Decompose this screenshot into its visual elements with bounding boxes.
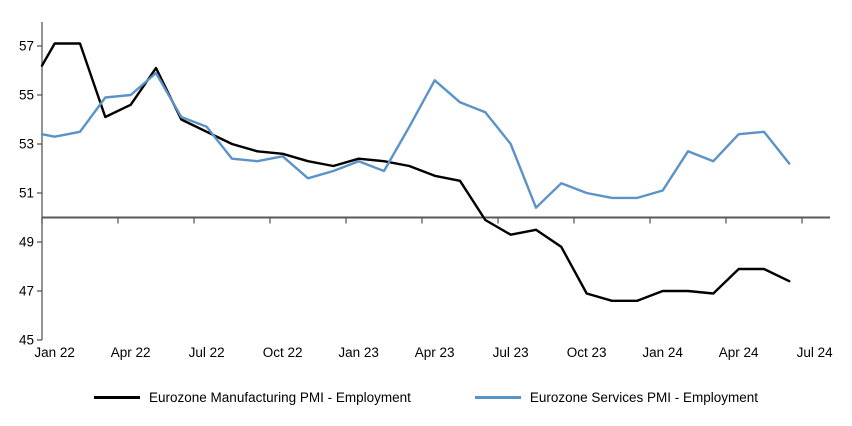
legend-item-services: Eurozone Services PMI - Employment [474,390,758,405]
x-axis-label: Jan 24 [642,345,683,360]
x-axis-label: Oct 22 [263,345,303,360]
x-axis-label: Apr 22 [111,345,151,360]
services-series-line [40,71,791,209]
legend-label-manufacturing: Eurozone Manufacturing PMI - Employment [149,390,411,405]
y-axis-label: 51 [19,186,34,201]
manufacturing-series-line [40,42,791,302]
x-axis-label: Oct 23 [567,345,607,360]
x-axis-label: Jan 22 [34,345,75,360]
manufacturing-line-swatch [94,396,141,399]
y-axis-label: 45 [19,333,34,348]
y-axis-label: 57 [19,39,34,54]
y-axis-label: 53 [19,137,34,152]
y-axis-label: 47 [19,284,34,299]
x-axis-label: Jul 23 [493,345,529,360]
legend: Eurozone Manufacturing PMI - Employment … [0,390,852,405]
legend-item-manufacturing: Eurozone Manufacturing PMI - Employment [94,390,411,405]
x-axis-label: Apr 23 [415,345,455,360]
legend-label-services: Eurozone Services PMI - Employment [529,390,758,405]
services-line-swatch [474,396,521,399]
x-axis-label: Apr 24 [719,345,759,360]
x-axis-label: Jan 23 [338,345,379,360]
y-axis-label: 55 [19,88,34,103]
x-axis-label: Jul 24 [797,345,834,360]
x-axis-label: Jul 22 [189,345,225,360]
y-axis-label: 49 [19,235,34,250]
